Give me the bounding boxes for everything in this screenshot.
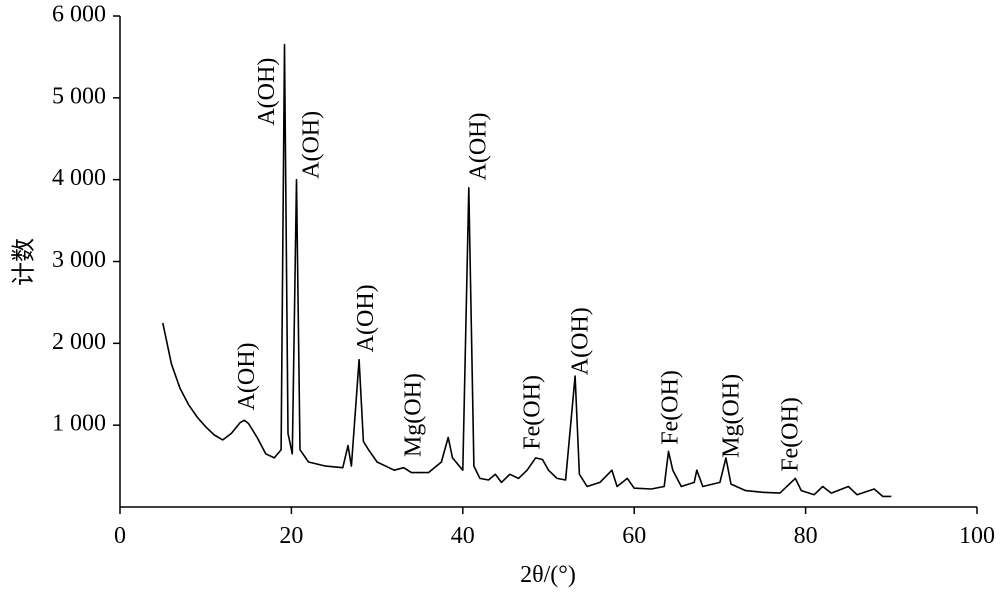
- x-tick-label: 40: [451, 523, 475, 549]
- xrd-line: [162, 43, 892, 498]
- y-axis-label: 计数: [11, 238, 38, 286]
- y-tick-label: 6 000: [52, 2, 106, 28]
- peak-annotation: Fe(OH): [657, 370, 683, 445]
- x-tick-label: 80: [794, 523, 818, 549]
- peak-annotation: A(OH): [234, 342, 260, 410]
- y-tick-label: 1 000: [52, 411, 106, 437]
- y-tick-label: 4 000: [52, 165, 106, 191]
- peak-annotation: A(OH): [298, 111, 324, 179]
- y-tick-label: 5 000: [52, 83, 106, 109]
- x-tick-label: 0: [114, 523, 126, 549]
- y-tick-label: 3 000: [52, 247, 106, 273]
- x-tick-label: 60: [622, 523, 646, 549]
- peak-annotation: A(OH): [567, 307, 593, 375]
- peak-annotation: A(OH): [353, 284, 379, 352]
- x-tick-label: 100: [959, 523, 995, 549]
- x-tick-label: 20: [279, 523, 303, 549]
- peak-annotation: Fe(OH): [519, 375, 545, 450]
- y-tick-label: 2 000: [52, 329, 106, 355]
- x-axis-label: 2θ/(°): [520, 562, 576, 588]
- peak-annotation: Fe(OH): [777, 397, 803, 472]
- peak-annotation: A(OH): [254, 58, 280, 126]
- peak-annotation: Mg(OH): [400, 373, 426, 457]
- peak-annotation: A(OH): [465, 113, 491, 181]
- peak-annotation: Mg(OH): [718, 374, 744, 458]
